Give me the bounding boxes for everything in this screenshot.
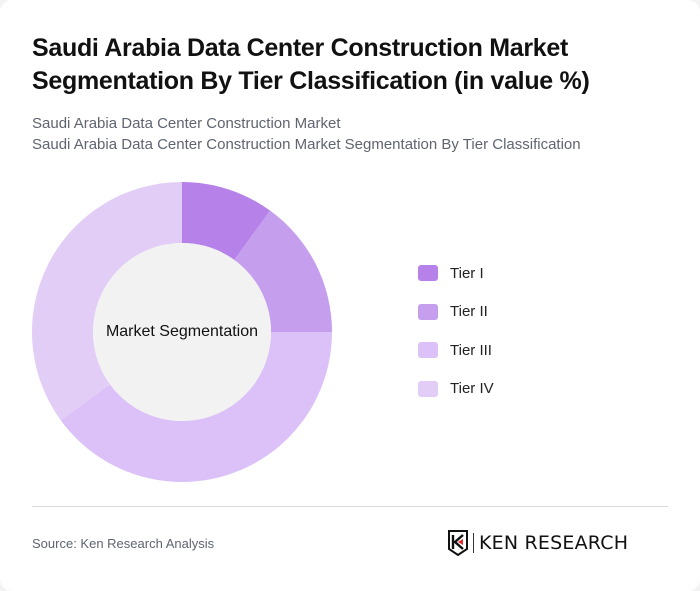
subtitle-line-2: Saudi Arabia Data Center Construction Ma… — [32, 136, 581, 153]
legend-swatch-icon — [418, 380, 438, 397]
donut-segment-tier-i[interactable] — [182, 182, 271, 260]
donut-segment-tier-iii[interactable] — [60, 332, 332, 482]
logo-separator — [473, 533, 474, 553]
donut-hole — [93, 243, 271, 421]
chart-legend: Tier I Tier II Tier III Tier IV — [418, 263, 494, 417]
donut-segment-tier-ii[interactable] — [234, 210, 332, 332]
legend-swatch-icon — [418, 342, 438, 358]
legend-item-tier-i[interactable]: Tier I — [418, 263, 494, 283]
legend-label: Tier II — [450, 303, 488, 320]
legend-item-tier-ii[interactable]: Tier II — [418, 302, 494, 322]
chart-title: Saudi Arabia Data Center Construction Ma… — [32, 34, 590, 95]
source-note: Source: Ken Research Analysis — [32, 536, 215, 551]
legend-label: Tier I — [450, 264, 484, 282]
footer-divider — [32, 506, 668, 507]
subtitle-line-1: Saudi Arabia Data Center Construction Ma… — [32, 115, 341, 132]
legend-label: Tier III — [450, 341, 492, 359]
legend-item-tier-iv[interactable]: Tier IV — [418, 379, 494, 399]
ken-research-logo: KEN RESEARCH — [447, 530, 628, 556]
legend-swatch-icon — [418, 265, 438, 281]
donut-segment-tier-iv[interactable] — [32, 182, 182, 421]
legend-item-tier-iii[interactable]: Tier III — [418, 340, 494, 360]
logo-text: KEN RESEARCH — [479, 532, 629, 554]
legend-swatch-icon — [418, 303, 438, 320]
ken-research-k-shield-icon — [448, 530, 468, 556]
chart-subtitle: Saudi Arabia Data Center Construction Ma… — [32, 113, 672, 155]
donut-chart-svg — [32, 182, 332, 482]
legend-label: Tier IV — [450, 380, 494, 397]
donut-chart — [31, 181, 333, 483]
